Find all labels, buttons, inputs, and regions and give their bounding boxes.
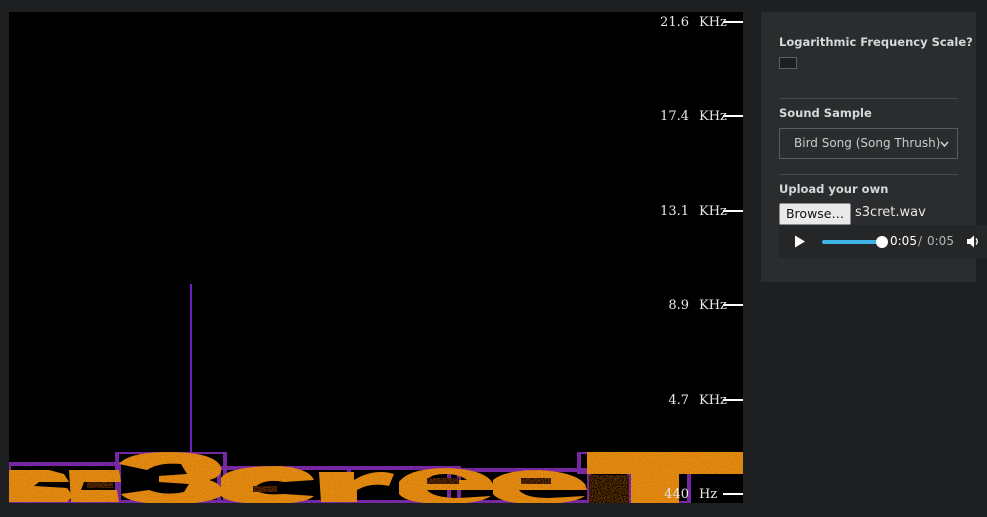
sound-sample-select[interactable]: Bird Song (Song Thrush)	[779, 128, 958, 159]
sound-sample-label: Sound Sample	[779, 106, 872, 120]
axis-tick-unit: KHz	[699, 109, 727, 124]
log-scale-label: Logarithmic Frequency Scale?	[779, 35, 973, 49]
sound-sample-section: Sound Sample Bird Song (Song Thrush)	[779, 106, 958, 159]
seek-thumb[interactable]	[876, 236, 888, 248]
time-separator: /	[918, 234, 923, 248]
spectrogram-svg: 21.6 KHz 17.4 KHz 13.1 KHz 8.9 KHz 4.7 KHz 440 Hz	[9, 15, 743, 503]
browse-button[interactable]: Browse…	[779, 203, 851, 225]
seek-progress	[822, 240, 882, 244]
axis-tick-unit: KHz	[699, 393, 727, 408]
axis-tick-unit: KHz	[699, 15, 727, 30]
axis-tick-value: 21.6	[660, 15, 689, 30]
axis-tick-value: 8.9	[668, 298, 689, 313]
audio-player: 0:05 / 0:05	[779, 225, 987, 258]
total-time: 0:05	[927, 234, 954, 248]
hidden-text-glyphs	[9, 450, 743, 503]
seek-slider[interactable]	[822, 236, 888, 248]
axis-tick-value: 440	[664, 487, 689, 502]
upload-section: Upload your own Browse… s3cret.wav	[779, 182, 958, 225]
upload-label: Upload your own	[779, 182, 889, 196]
chevron-down-icon	[940, 141, 949, 148]
axis-tick-unit: KHz	[699, 298, 727, 313]
divider	[779, 98, 958, 99]
spectrogram-canvas: 21.6 KHz 17.4 KHz 13.1 KHz 8.9 KHz 4.7 KHz 440 Hz	[9, 12, 743, 503]
divider	[779, 174, 958, 175]
file-name: s3cret.wav	[855, 205, 926, 220]
axis-tick-unit: Hz	[699, 487, 717, 502]
log-scale-checkbox[interactable]	[779, 57, 797, 69]
axis-tick-value: 17.4	[660, 109, 689, 124]
frequency-axis: 21.6 KHz 17.4 KHz 13.1 KHz 8.9 KHz 4.7 KHz 440 Hz	[660, 15, 743, 502]
sound-sample-selected: Bird Song (Song Thrush)	[794, 136, 941, 150]
play-icon[interactable]	[794, 235, 806, 248]
axis-tick-value: 4.7	[668, 393, 689, 408]
volume-icon[interactable]	[967, 235, 981, 248]
axis-tick-unit: KHz	[699, 204, 727, 219]
log-scale-section: Logarithmic Frequency Scale?	[779, 35, 973, 69]
current-time: 0:05	[890, 234, 917, 248]
axis-tick-value: 13.1	[660, 204, 689, 219]
